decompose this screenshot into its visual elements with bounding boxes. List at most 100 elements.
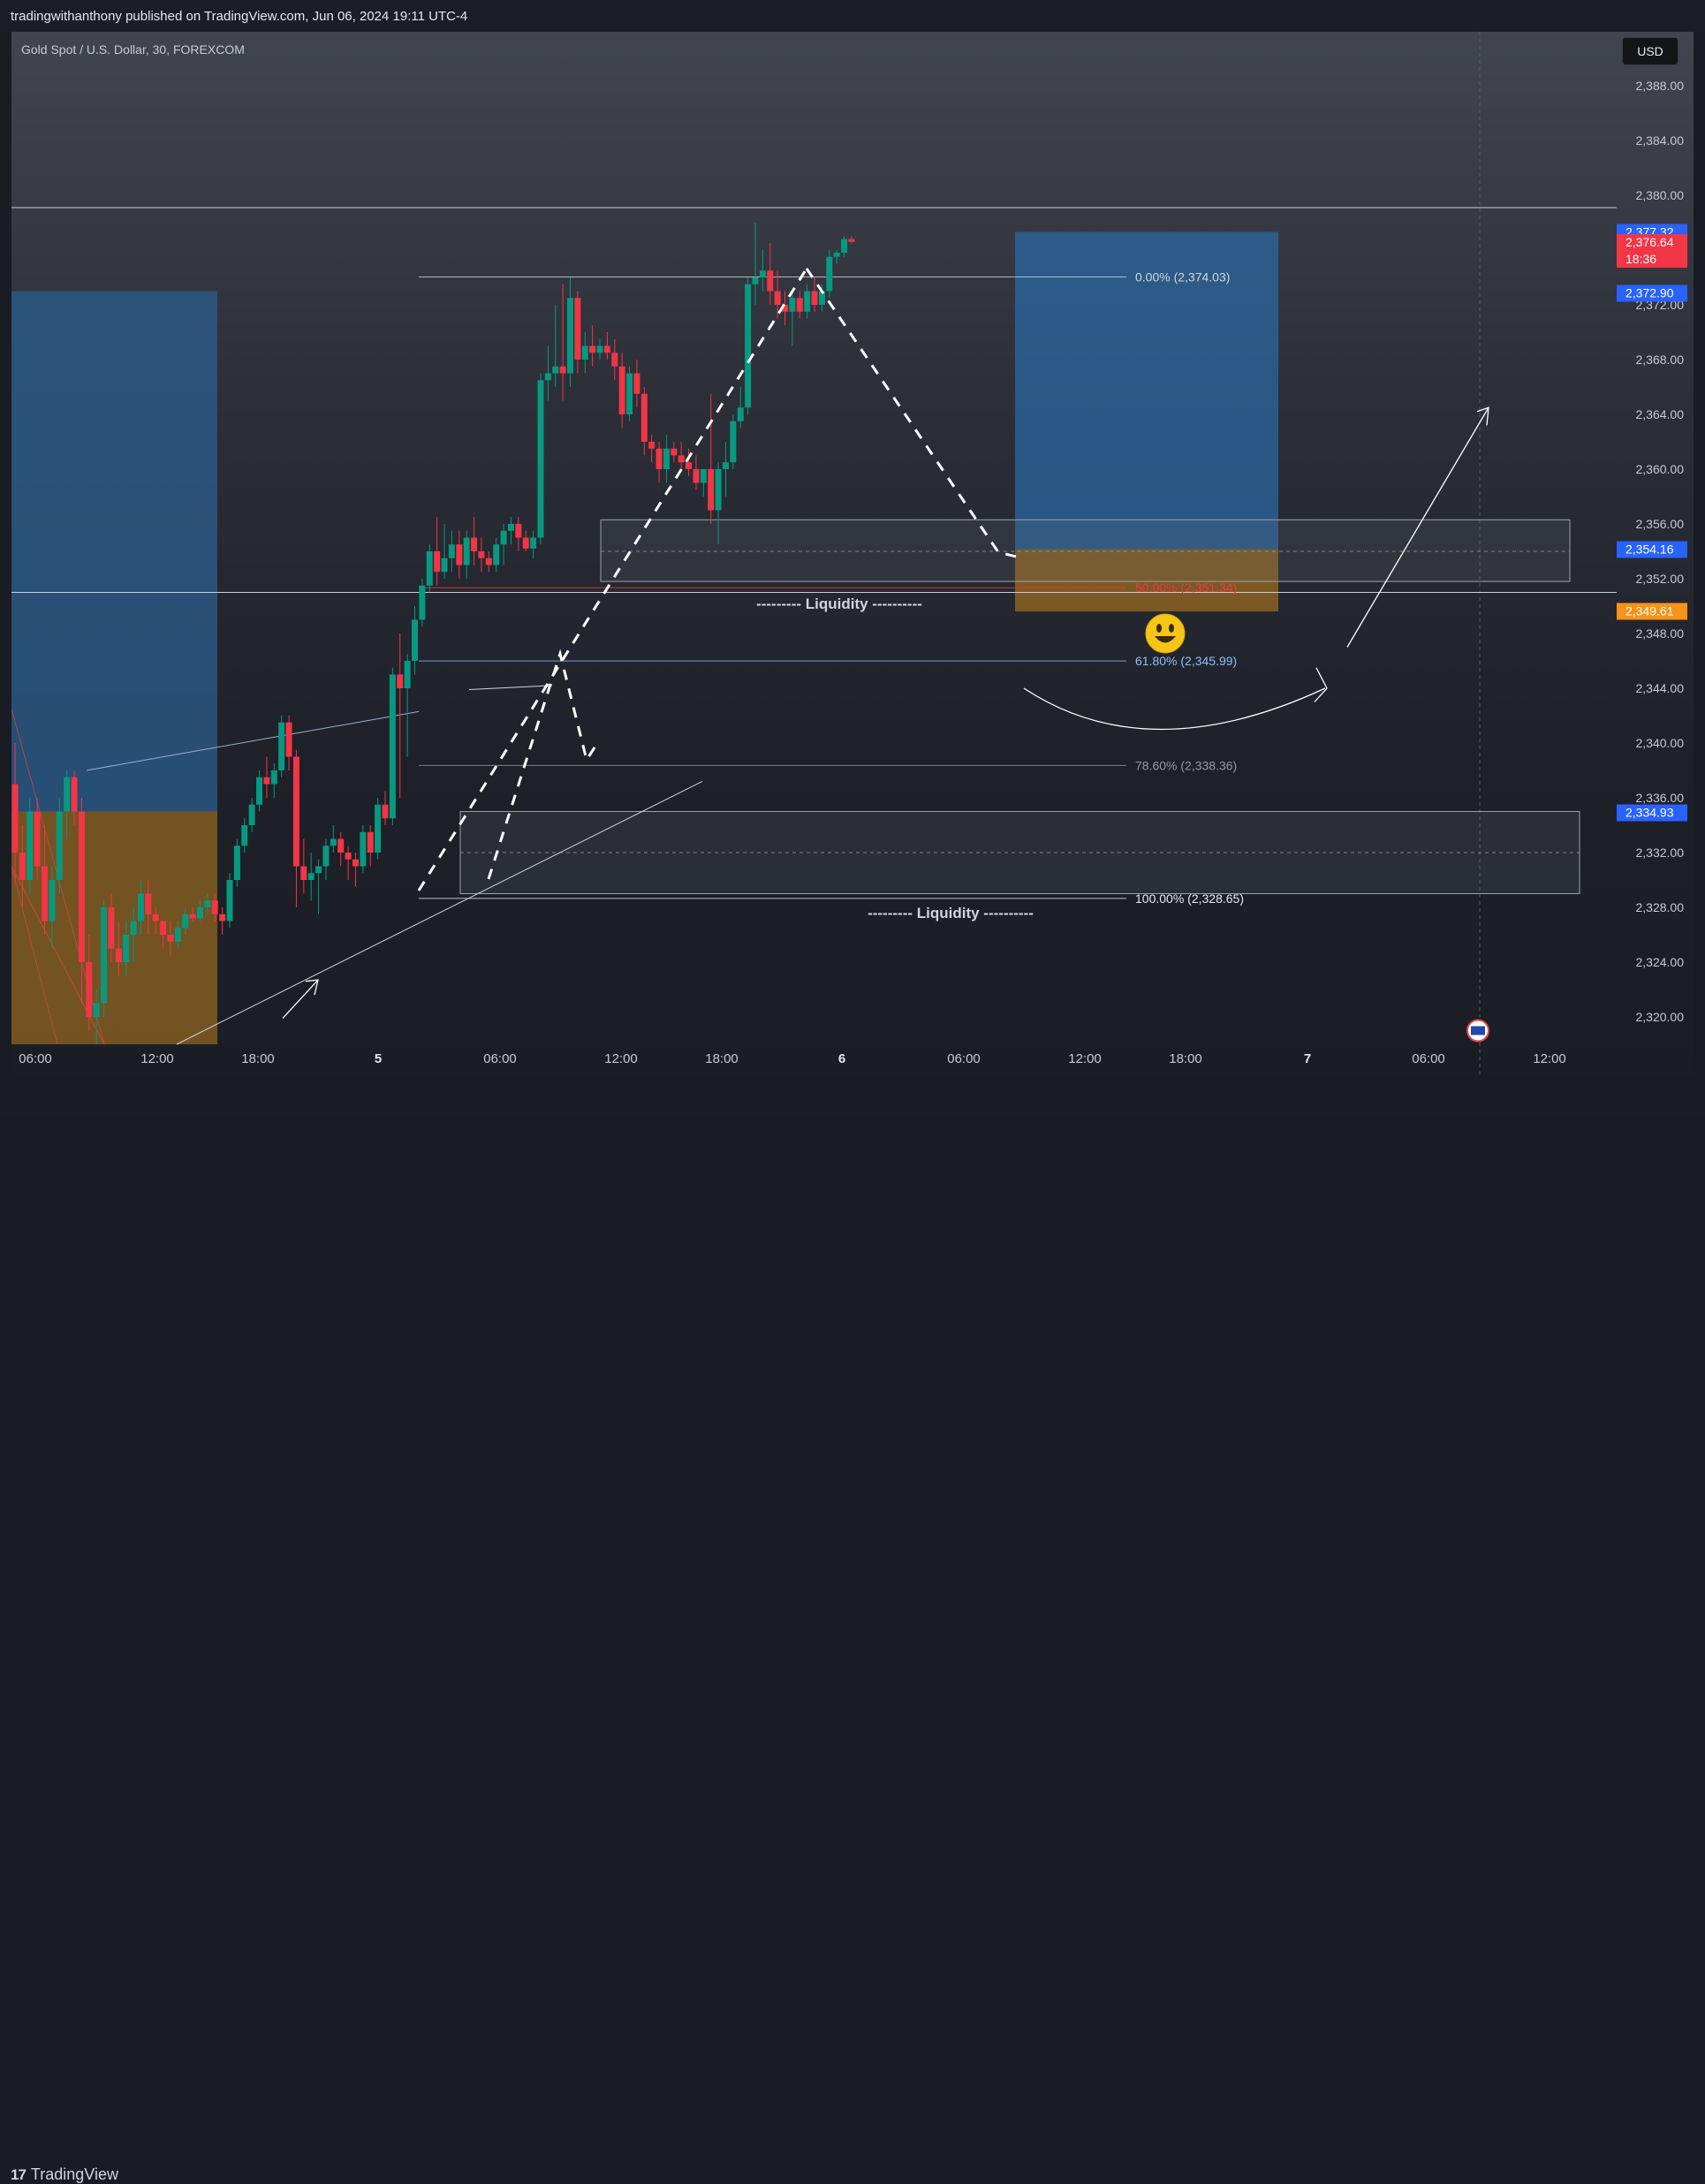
candle-body-94 [708,469,715,511]
candle-body-35 [270,770,277,785]
price-tick-label: 2,356.00 [1635,517,1685,531]
candle-body-13 [108,907,115,949]
candle-body-43 [330,838,337,846]
swing-projection-1 [417,268,808,891]
fib-label-4: 100.00% (2,328.65) [1135,891,1244,906]
price-tag-value: 2,376.64 [1625,235,1674,250]
smiley-emoji-icon [1145,613,1186,654]
published-text: tradingwithanthony published on TradingV… [11,9,468,24]
time-tick-label: 18:00 [705,1051,739,1066]
candle-body-9 [78,811,85,962]
candle-body-92 [693,469,700,483]
tradingview-logo[interactable]: 17 TradingView [11,2165,118,2184]
publisher-bar: tradingwithanthony published on TradingV… [0,0,1705,32]
candle-body-101 [759,270,766,277]
candle-body-45 [345,853,352,860]
candle-body-102 [767,270,774,292]
fib-label-1: 50.00% (2,351.34) [1135,580,1237,595]
price-tag: 2,354.16 [1617,541,1687,558]
candle-body-14 [115,948,122,962]
candle-body-10 [86,962,93,1017]
time-tick-label: 12:00 [604,1051,638,1066]
small-up-arrow [282,979,319,1019]
candle-body-48 [367,831,374,853]
candle-body-105 [789,298,796,312]
candle-body-99 [745,284,752,408]
candle-body-91 [686,462,693,469]
candle-body-98 [737,407,744,421]
time-tick-label: 12:00 [1533,1051,1566,1066]
candle-body-87 [655,448,663,469]
time-tick-label: 18:00 [241,1051,275,1066]
candle-body-73 [552,366,559,374]
price-tick-label: 2,336.00 [1635,791,1685,805]
candle-body-111 [833,253,840,257]
candle-body-37 [285,722,292,757]
time-tick-label: 7 [1303,1051,1312,1066]
candle-body-34 [263,777,270,785]
price-tick-label: 2,320.00 [1635,1010,1685,1024]
candle-body-49 [375,804,382,853]
candle-body-2 [27,811,34,880]
order-block-upper [600,519,1571,582]
candle-body-71 [537,380,544,538]
chart-svg[interactable]: 0.00% (2,374.03) 50.00% (2,351.34) 61.80% … [11,32,1694,1076]
candle-body-104 [782,305,789,312]
price-tick-label: 2,344.00 [1635,681,1685,695]
candle-body-5 [49,880,56,921]
candle-body-47 [360,831,367,867]
footer-bar: 17 TradingView [0,1080,1705,2183]
candle-body-68 [515,524,522,538]
candle-body-84 [633,373,640,394]
time-tick-label: 12:00 [1068,1051,1102,1066]
candle-body-56 [426,551,433,586]
candle-body-15 [123,935,130,962]
candle-body-89 [671,448,678,456]
time-tick-label: 06:00 [483,1051,517,1066]
candle-body-60 [456,544,463,565]
candle-body-57 [434,551,441,573]
candle-body-61 [463,537,470,565]
candle-body-76 [574,298,581,360]
price-tick-label: 2,324.00 [1635,955,1685,969]
candle-body-17 [137,893,144,921]
projection-up-arrow [1346,406,1489,648]
candle-body-22 [174,928,181,942]
candle-body-29 [226,880,233,921]
candle-body-106 [796,298,803,312]
tradingview-wordmark: TradingView [30,2165,118,2183]
candle-body-72 [544,373,551,381]
position-target-zone-left [11,291,217,812]
symbol-title: Gold Spot / U.S. Dollar, 30, FOREXCOM [21,42,245,57]
price-tick-label: 2,384.00 [1635,133,1685,148]
candle-body-21 [167,935,174,942]
time-tick-label: 18:00 [1169,1051,1202,1066]
candle-body-88 [663,448,670,469]
candle-body-81 [611,353,618,367]
chart-area[interactable]: 0.00% (2,374.03) 50.00% (2,351.34) 61.80% … [11,32,1694,1076]
fib-label-0: 0.00% (2,374.03) [1135,270,1230,284]
candle-body-63 [478,551,485,558]
candle-body-42 [322,846,330,867]
time-tick-label: 06:00 [1412,1051,1445,1066]
candle-body-32 [248,804,255,825]
candle-body-39 [300,866,307,880]
candle-body-86 [648,442,655,449]
candle-body-38 [292,756,299,867]
candle-body-44 [337,838,345,853]
swing-projection-2 [487,648,600,880]
candle-body-59 [448,544,455,558]
candle-body-112 [841,239,848,254]
candle-body-65 [493,544,500,565]
currency-button[interactable]: USD [1622,37,1678,65]
time-tick-label: 5 [374,1051,383,1066]
candle-body-6 [56,811,63,880]
candle-body-80 [603,345,610,353]
candle-body-33 [256,777,263,805]
candle-body-85 [640,393,648,442]
candle-body-113 [848,239,855,242]
projection-curve-arrowhead [1314,667,1328,702]
price-tag: 2,376.64 18:36 [1617,234,1687,269]
candle-body-54 [412,619,419,661]
candle-body-69 [522,537,529,549]
